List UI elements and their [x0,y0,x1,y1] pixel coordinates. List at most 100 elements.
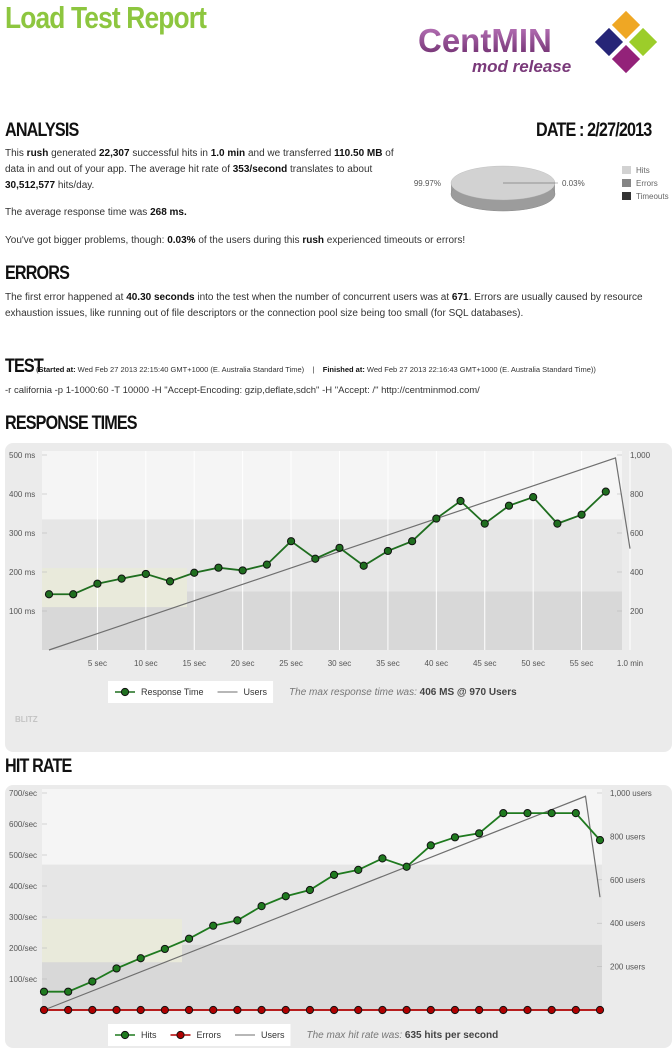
text: into the test when the number of concurr… [194,292,452,303]
y2-tick-label: 800 users [610,832,645,841]
marker [44,590,54,599]
text: translates to about [287,164,373,175]
text: You've got bigger problems, though: [5,235,168,246]
logo-subtitle: mod release [472,57,571,76]
marker [432,514,441,523]
marker [329,870,339,879]
section-heading: HIT RATE [5,756,72,777]
marker [378,1005,387,1015]
x-tick-label: 15 sec [182,659,206,668]
marker [571,1005,580,1015]
test-command: -r california -p 1-1000:60 -T 10000 -H "… [5,385,480,396]
paragraph: You've got bigger problems, though: 0.03… [5,233,645,249]
pie-chart: 99.97% 0.03% Hits Errors Timeouts [414,165,669,212]
y-tick-label: 300/sec [9,913,37,922]
y-tick-label: 700/sec [9,789,37,798]
marker [553,519,562,528]
bold-text: 0.03% [167,235,196,246]
watermark: BLITZ [15,715,38,724]
y-tick-label: 600/sec [9,820,37,829]
y2-tick-label: 800 [630,490,644,499]
marker [426,1005,435,1015]
legend-box [108,1024,291,1046]
bold-text: 110.50 MB [334,148,383,159]
logo-text: CentMIN [418,22,552,59]
y2-tick-label: 200 [630,607,644,616]
marker [383,546,393,556]
marker [571,809,580,818]
section-heading: ANALYSIS [5,120,79,141]
marker [165,577,175,586]
legend-label: Timeouts [636,192,669,201]
band [42,918,182,963]
legend-label: Errors [636,179,658,188]
x-tick-label: 30 sec [328,659,352,668]
marker [281,892,290,901]
text: The average response time was [5,207,151,218]
marker [450,833,460,842]
section-heading: RESPONSE TIMES [5,413,138,434]
text: Wed Feb 27 2013 22:16:43 GMT+1000 (E. Au… [364,365,596,374]
legend-label: Errors [197,1030,222,1040]
text: generated [48,148,99,159]
text: ( [36,365,39,374]
x-tick-label: 5 sec [88,659,107,668]
x-tick-label: 50 sec [521,659,545,668]
marker [523,1005,532,1015]
note-bold: 635 hits per second [405,1030,498,1041]
chart-note: The max response time was: 406 MS @ 970 … [289,687,517,698]
bold-text: 30,512,577 [5,180,56,191]
marker [112,1005,121,1015]
marker [233,1005,242,1015]
legend-box [108,681,274,703]
marker [480,519,489,528]
marker [547,809,556,818]
marker [475,1005,484,1015]
note-bold: 406 MS @ 970 Users [420,687,517,698]
bold-text: Finished at: [322,365,365,374]
marker [504,501,514,510]
marker [450,1005,460,1015]
marker [184,934,194,943]
chart: 5 sec 10 sec 15 sec 20 sec 25 sec 30 sec 35 se… [5,443,672,752]
marker [329,1005,339,1015]
section-heading: TEST [5,356,44,377]
text: experienced timeouts or errors! [323,235,466,246]
y-tick-label: 100 ms [9,607,35,616]
test-times: (Started at: Wed Feb 27 2013 22:15:40 GM… [36,365,596,374]
marker [305,1005,315,1015]
bold-text: rush [26,148,49,159]
marker [160,944,169,954]
pie-label: 99.97% [414,179,441,188]
marker [281,1005,290,1015]
marker [69,590,78,599]
legend-label: Users [244,687,268,697]
section-heading: ERRORS [5,263,70,284]
legend-marker [176,1030,185,1040]
marker [136,954,145,963]
legend-label: Response Time [141,687,204,697]
y-tick-label: 200/sec [9,944,37,953]
marker [335,543,344,552]
legend-label: Users [261,1030,285,1040]
legend-marker [120,687,130,697]
y2-tick-label: 400 users [610,919,645,928]
series-line [48,457,631,651]
marker [184,1005,194,1015]
marker [595,836,605,845]
marker [499,809,508,818]
marker [233,916,242,925]
marker [354,865,363,874]
marker [64,987,73,996]
chart-note: The max hit rate was: 635 hits per secon… [307,1030,499,1041]
marker [475,829,484,838]
y-tick-label: 500 ms [9,451,35,460]
marker [209,1005,218,1015]
marker [141,569,150,579]
marker [214,563,223,572]
x-tick-label: 45 sec [473,659,497,668]
bold-text: rush [302,235,324,246]
bold-text: 1.0 min [210,148,246,159]
marker [547,1005,556,1015]
y-tick-label: 400 ms [9,490,35,499]
